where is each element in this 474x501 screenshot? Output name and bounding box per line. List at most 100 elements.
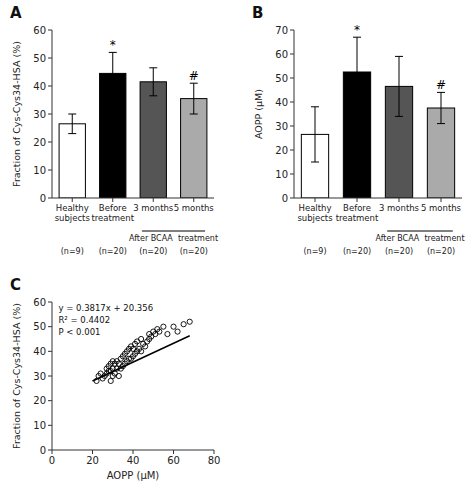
y-tick xyxy=(290,102,294,103)
error-cap xyxy=(68,114,76,115)
bracket-label: After BCAA treatment xyxy=(129,234,218,243)
x-tick-label-line: 3 months xyxy=(379,203,420,213)
y-tick xyxy=(290,126,294,127)
error-cap xyxy=(149,95,157,96)
scatter-point xyxy=(187,319,192,324)
y-tick-label: 20 xyxy=(275,145,288,156)
y-tick-label: 70 xyxy=(275,25,288,36)
y-tick xyxy=(290,30,294,31)
x-tick xyxy=(357,198,358,202)
x-tick xyxy=(153,198,154,202)
scatter-point xyxy=(139,336,144,341)
x-tick-label: 80 xyxy=(208,455,221,466)
y-tick xyxy=(48,450,52,451)
n-label: (n=20) xyxy=(139,247,167,256)
significance-label: # xyxy=(436,78,446,92)
x-tick-label-line: 5 months xyxy=(421,203,462,213)
scatter-point xyxy=(171,324,176,329)
y-tick-label: 10 xyxy=(33,165,46,176)
scatter-point xyxy=(175,329,180,334)
x-tick xyxy=(72,198,73,202)
x-tick xyxy=(112,198,113,202)
y-tick xyxy=(48,198,52,199)
figure: 0102030405060Fraction of Cys-Cys34-HSA (… xyxy=(0,0,474,501)
x-tick-label-line: Healthy xyxy=(56,203,89,213)
scatter-point xyxy=(108,378,113,383)
bracket-label: After BCAA treatment xyxy=(375,234,464,243)
annotation: y = 0.3817x + 20.356 xyxy=(58,303,153,313)
scatter-point xyxy=(139,349,144,354)
y-tick xyxy=(290,78,294,79)
bar xyxy=(181,99,207,198)
y-tick xyxy=(48,376,52,377)
x-tick-label-line: subjects xyxy=(55,213,91,223)
x-axis-label: AOPP (μM) xyxy=(107,470,160,481)
y-tick xyxy=(48,30,52,31)
x-tick xyxy=(315,198,316,202)
y-tick xyxy=(290,150,294,151)
x-tick-label: Healthysubjects xyxy=(297,203,333,223)
y-axis-label: Fraction of Cys-Cys34-HSA (%) xyxy=(11,41,22,187)
y-tick xyxy=(48,170,52,171)
x-tick-label: 40 xyxy=(127,455,140,466)
error-bar xyxy=(190,83,198,114)
error-stem xyxy=(441,92,442,123)
y-tick-label: 50 xyxy=(33,53,46,64)
scatter-point xyxy=(157,329,162,334)
x-tick-label: 0 xyxy=(49,455,55,466)
n-label: (n=20) xyxy=(343,247,371,256)
y-tick xyxy=(48,302,52,303)
n-label: (n=20) xyxy=(99,247,127,256)
y-tick-label: 50 xyxy=(275,73,288,84)
scatter-point xyxy=(165,331,170,336)
significance-label: * xyxy=(354,23,360,37)
error-stem xyxy=(315,107,316,162)
x-tick xyxy=(193,198,194,202)
x-tick-label: 5 months xyxy=(421,203,462,213)
y-tick-label: 40 xyxy=(275,97,288,108)
background xyxy=(0,0,474,501)
error-cap xyxy=(395,56,403,57)
error-stem xyxy=(193,83,194,114)
x-tick-label-line: Before xyxy=(99,203,127,213)
y-axis-line xyxy=(52,30,53,198)
y-tick xyxy=(48,326,52,327)
error-bar xyxy=(68,114,76,134)
n-label: (n=9) xyxy=(61,247,84,256)
y-tick-label: 20 xyxy=(33,395,46,406)
scatter-point xyxy=(161,324,166,329)
n-label: (n=20) xyxy=(385,247,413,256)
y-tick-label: 30 xyxy=(33,109,46,120)
x-axis-line xyxy=(52,198,214,199)
y-axis-label: Fraction of Cys-Cys34-HSA (%) xyxy=(11,303,22,449)
x-tick-label-line: subjects xyxy=(297,213,333,223)
x-tick-label: 3 months xyxy=(133,203,174,213)
plot-area xyxy=(301,37,454,198)
panel-label: B xyxy=(252,4,263,22)
n-label: (n=20) xyxy=(427,247,455,256)
scatter-panel: 0102030405060Fraction of Cys-Cys34-HSA (… xyxy=(10,276,220,481)
x-tick xyxy=(133,450,134,454)
y-tick-label: 40 xyxy=(33,346,46,357)
y-tick xyxy=(290,174,294,175)
error-stem xyxy=(112,52,113,94)
annotation: P < 0.001 xyxy=(58,327,100,337)
n-label: (n=9) xyxy=(303,247,326,256)
significance-label: # xyxy=(189,69,199,83)
y-tick-label: 0 xyxy=(40,193,46,204)
y-tick-label: 50 xyxy=(33,321,46,332)
x-tick xyxy=(173,450,174,454)
plot-area xyxy=(93,319,193,383)
y-tick xyxy=(48,400,52,401)
panel-label: C xyxy=(10,276,21,294)
y-tick xyxy=(48,86,52,87)
y-axis-line xyxy=(52,302,53,450)
y-tick xyxy=(48,58,52,59)
error-bar xyxy=(353,37,361,107)
x-tick-label-line: treatment xyxy=(91,213,134,223)
y-tick xyxy=(48,142,52,143)
n-label: (n=20) xyxy=(180,247,208,256)
y-tick xyxy=(48,425,52,426)
x-tick-label-line: 5 months xyxy=(174,203,215,213)
error-cap xyxy=(311,106,319,107)
